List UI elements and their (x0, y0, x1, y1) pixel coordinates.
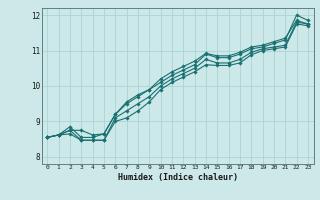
X-axis label: Humidex (Indice chaleur): Humidex (Indice chaleur) (118, 173, 237, 182)
